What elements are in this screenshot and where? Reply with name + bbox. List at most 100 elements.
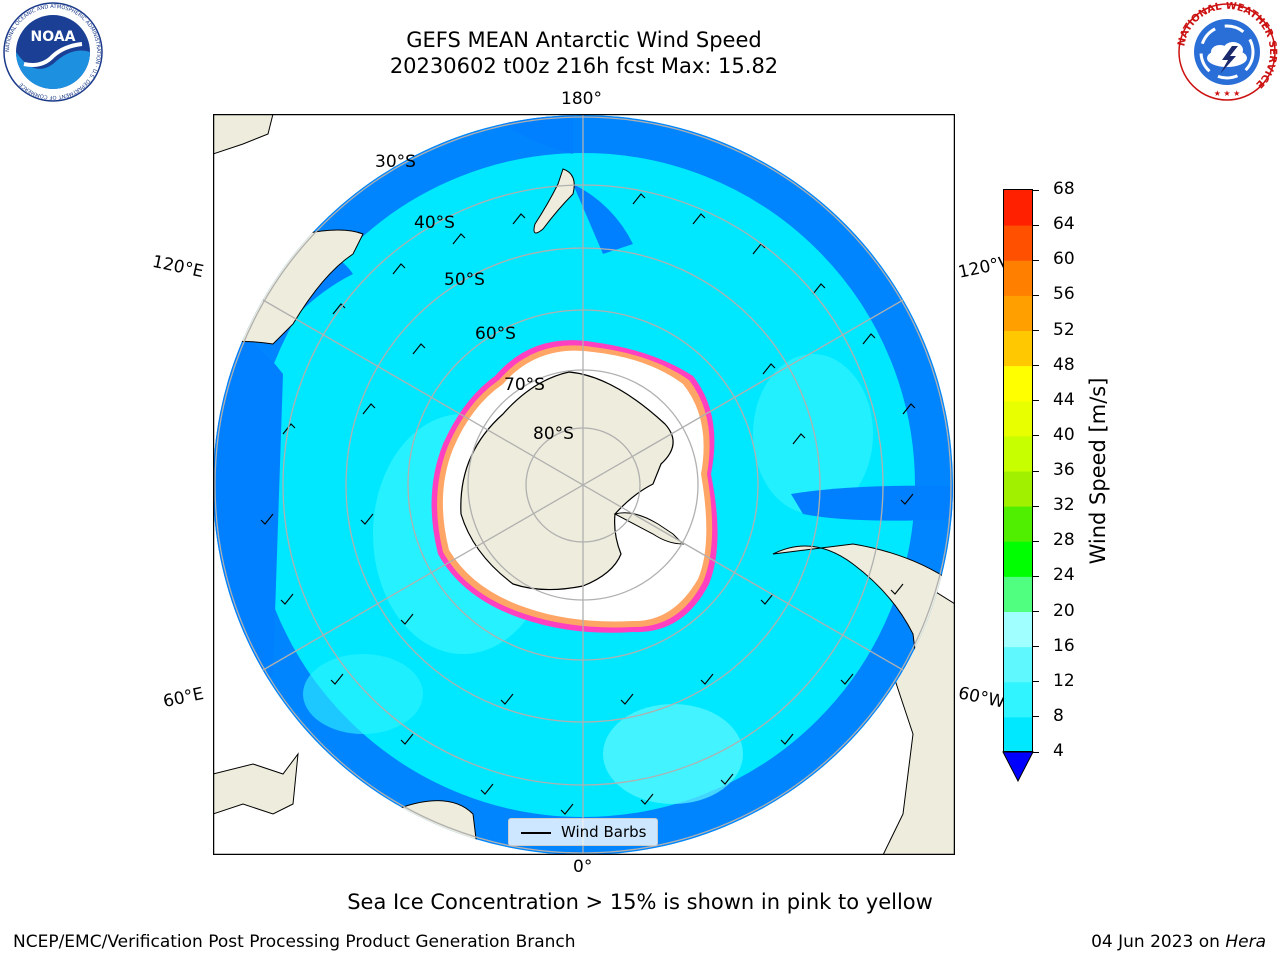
wind-barb	[632, 193, 646, 205]
colorbar-tick-label: 64	[1053, 214, 1075, 235]
colorbar-segment	[1004, 400, 1032, 437]
colorbar-segment	[1004, 190, 1032, 226]
colorbar-segment	[1004, 260, 1032, 296]
wind-patch	[603, 704, 743, 804]
colorbar-tick-mark	[1033, 681, 1039, 683]
colorbar-tick-label: 20	[1053, 600, 1075, 621]
footer-branch: NCEP/EMC/Verification Post Processing Pr…	[13, 932, 576, 952]
colorbar-segment	[1004, 716, 1032, 753]
colorbar-tick-mark	[1033, 540, 1039, 542]
lat-label-30s: 30°S	[375, 152, 416, 172]
footer-date-text: 04 Jun 2023 on	[1091, 932, 1226, 952]
colorbar-tick-mark	[1033, 646, 1039, 648]
wind-barb	[560, 803, 574, 815]
noaa-logo-text: NOAA	[31, 29, 76, 45]
map-subtitle: 20230602 t00z 216h fcst Max: 15.82	[389, 54, 779, 78]
sea-ice-caption: Sea Ice Concentration > 15% is shown in …	[347, 890, 933, 914]
wind-barb	[720, 773, 734, 785]
svg-text:★ ★ ★: ★ ★ ★	[1214, 89, 1241, 98]
polar-map	[213, 114, 955, 855]
lat-label-40s: 40°S	[414, 213, 455, 233]
map-title: GEFS MEAN Antarctic Wind Speed	[406, 28, 762, 52]
nws-logo: NATIONAL WEATHER SERVICE ★ ★ ★	[1176, 2, 1278, 101]
wind-barb	[360, 513, 374, 525]
wind-barb	[512, 213, 526, 225]
colorbar-under-triangle	[1002, 751, 1034, 782]
wind-barb	[700, 673, 714, 685]
colorbar-tick-mark	[1033, 259, 1039, 261]
colorbar-tick-label: 52	[1053, 319, 1075, 340]
wind-barb	[362, 403, 376, 415]
colorbar-tick-label: 8	[1053, 705, 1064, 726]
wind-barb	[780, 733, 794, 745]
colorbar-tick-label: 36	[1053, 460, 1075, 480]
colorbar-segment	[1004, 225, 1032, 261]
lat-label-60s: 60°S	[475, 324, 516, 344]
colorbar-segment	[1004, 295, 1032, 331]
colorbar-tick-label: 16	[1053, 635, 1075, 656]
wind-barb	[400, 613, 414, 625]
wind-barb	[692, 213, 706, 225]
colorbar-tick-label: 24	[1053, 565, 1075, 586]
colorbar-segment	[1004, 365, 1032, 402]
colorbar-tick-label: 60	[1053, 249, 1075, 270]
colorbar-tick-mark	[1033, 611, 1039, 612]
colorbar-tick-mark	[1033, 575, 1039, 577]
lat-label-50s: 50°S	[444, 270, 485, 290]
colorbar-tick-mark	[1033, 400, 1039, 402]
colorbar-segment	[1004, 435, 1032, 472]
lon-label-60w: 60°W	[956, 683, 1007, 713]
colorbar-segment	[1004, 471, 1032, 507]
colorbar-segment	[1004, 330, 1032, 367]
wind-patch	[791, 485, 953, 521]
wind-barb	[900, 493, 914, 505]
wind-barb	[332, 303, 346, 315]
wind-barb	[412, 343, 426, 355]
wind-barb	[330, 673, 344, 685]
colorbar-tick-mark	[1033, 330, 1039, 331]
wind-patch	[753, 354, 873, 514]
wind-barb	[862, 333, 876, 345]
wind-barb	[812, 283, 826, 295]
footer-machine: Hera	[1225, 932, 1266, 952]
lat-label-70s: 70°S	[504, 375, 545, 395]
wind-barb	[260, 513, 274, 525]
colorbar-segment	[1004, 646, 1032, 683]
colorbar-tick-label: 40	[1053, 424, 1075, 445]
colorbar-tick-mark	[1033, 716, 1039, 718]
colorbar-segment	[1004, 576, 1032, 612]
wind-barb	[840, 673, 854, 685]
wind-barb	[902, 403, 916, 415]
lon-label-0: 0°	[573, 857, 593, 877]
lon-label-120e: 120°E	[150, 251, 206, 283]
colorbar-tick-label: 32	[1053, 495, 1075, 516]
wind-barb	[640, 793, 654, 805]
wind-patch	[573, 184, 633, 254]
footer-date: 04 Jun 2023 on Hera	[1091, 932, 1266, 952]
wind-patch	[503, 115, 573, 154]
colorbar-tick-mark	[1033, 189, 1039, 191]
wind-patch	[303, 654, 423, 734]
wind-barb	[452, 233, 466, 245]
wind-barb	[792, 433, 806, 445]
colorbar-tick-mark	[1033, 751, 1039, 753]
colorbar-tick-mark	[1033, 224, 1039, 226]
colorbar-tick-mark	[1033, 365, 1039, 367]
wind-barb	[762, 363, 776, 375]
legend-label: Wind Barbs	[561, 823, 647, 841]
lat-label-80s: 80°S	[533, 424, 574, 444]
colorbar-tick-label: 68	[1053, 179, 1075, 199]
colorbar	[1002, 189, 1034, 782]
colorbar-segment	[1004, 611, 1032, 648]
australia-landmass	[213, 114, 274, 155]
graticule	[213, 115, 953, 855]
colorbar-tick-mark	[1033, 505, 1039, 507]
colorbar-tick-label: 12	[1053, 670, 1075, 691]
colorbar-title: Wind Speed [m/s]	[1086, 377, 1110, 565]
wind-barbs	[260, 193, 916, 815]
lon-label-180: 180°	[561, 89, 602, 109]
colorbar-tick-mark	[1033, 435, 1039, 437]
wind-speed-field	[213, 115, 953, 855]
colorbar-tick-mark	[1033, 294, 1039, 296]
colorbar-tick-label: 48	[1053, 354, 1075, 375]
